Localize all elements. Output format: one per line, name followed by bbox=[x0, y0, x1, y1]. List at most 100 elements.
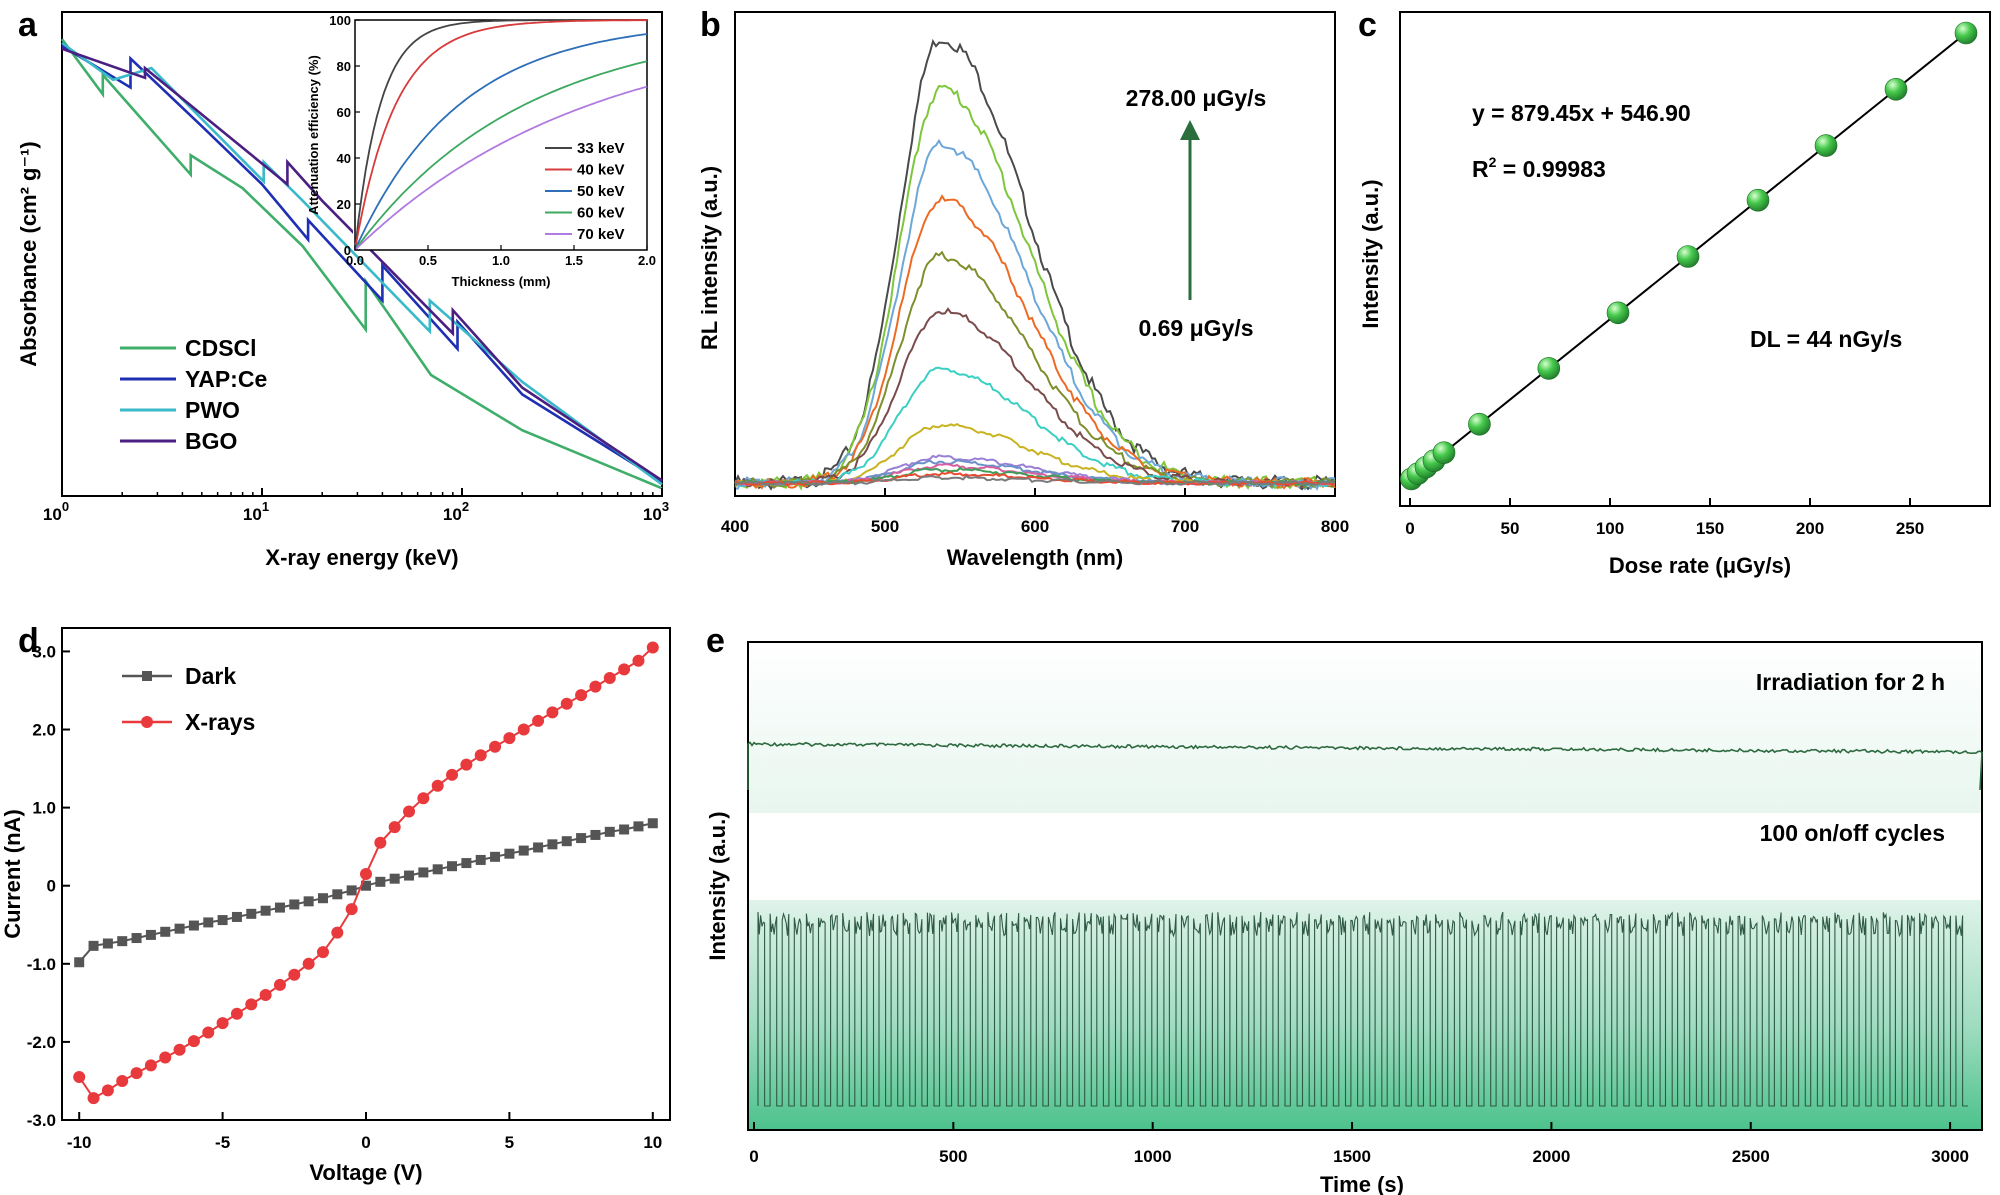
panel-b-series-line-0 bbox=[734, 38, 1336, 491]
panel-a-inset-legend-label-2: 50 keV bbox=[577, 183, 625, 200]
panel-d-xray-point-25 bbox=[431, 779, 444, 792]
panel-e-bottom-band bbox=[748, 900, 1982, 1130]
panel-d-xray-point-32 bbox=[532, 714, 545, 727]
panel-e-top-band bbox=[748, 642, 1982, 813]
panel-d-xray-point-6 bbox=[159, 1051, 172, 1064]
panel-d-xray-point-20 bbox=[360, 868, 372, 880]
panel-a-inset-ytick-label-0: 0 bbox=[344, 243, 351, 258]
panel-a-xtick-base-3: 10 bbox=[643, 505, 662, 524]
panel-a-xtick-base-2: 10 bbox=[443, 505, 462, 524]
panel-d-dark-point-33 bbox=[547, 839, 558, 850]
panel-d-dark-point-1 bbox=[88, 940, 99, 951]
panel-e-ylabel: Intensity (a.u.) bbox=[705, 811, 730, 960]
panel-d-xtick-label-2: 0 bbox=[361, 1133, 370, 1152]
panel-a-inset-legend-label-4: 70 keV bbox=[577, 226, 625, 243]
panel-a-inset-line-3 bbox=[354, 60, 648, 251]
panel-d-xray-point-14 bbox=[273, 978, 286, 991]
panel-d-xray-point-11 bbox=[230, 1007, 243, 1020]
panel-a-series-line-0 bbox=[60, 38, 663, 490]
panel-d-dark-point-6 bbox=[160, 926, 171, 937]
panel-b-xtick-label-4: 800 bbox=[1321, 517, 1349, 536]
panel-c-xlabel: Dose rate (μGy/s) bbox=[1609, 553, 1791, 578]
panel-b-series-line-13 bbox=[734, 474, 1336, 486]
panel-a-inset-line-1 bbox=[354, 19, 647, 251]
panel-d-xray-point-10 bbox=[216, 1017, 229, 1030]
panel-a-xtick-exp-2: 2 bbox=[462, 499, 469, 514]
panel-a-inset-xtick-label-3: 1.5 bbox=[565, 253, 583, 268]
panel-d-xtick-label-4: 10 bbox=[643, 1133, 662, 1152]
panel-d-xray-point-27 bbox=[460, 758, 473, 771]
panel-a-legend-label-3: BGO bbox=[185, 428, 237, 454]
panel-b-xtick-label-3: 700 bbox=[1171, 517, 1199, 536]
panel-a-xtick-exp-1: 1 bbox=[262, 499, 269, 514]
panel-d-xray-point-30 bbox=[503, 732, 516, 745]
panel-b-xlabel: Wavelength (nm) bbox=[947, 545, 1123, 570]
panel-b-xtick-label-2: 600 bbox=[1021, 517, 1049, 536]
panel-b-annotation-top: 278.00 μGy/s bbox=[1126, 85, 1267, 111]
panel-d-dark-point-29 bbox=[490, 851, 501, 862]
panel-c-dl: DL = 44 nGy/s bbox=[1750, 326, 1902, 352]
panel-a-legend-label-0: CDSCl bbox=[185, 335, 257, 361]
panel-a-xtick-exp-3: 3 bbox=[662, 499, 669, 514]
panel-d-legend: Dark X-rays bbox=[122, 663, 255, 735]
panel-d-legend-swatch-marker-0 bbox=[142, 671, 152, 681]
panel-a-inset-legend-label-3: 60 keV bbox=[577, 205, 625, 222]
panel-d-dark-point-9 bbox=[203, 917, 214, 928]
panel-d-dark-point-19 bbox=[346, 885, 357, 896]
panel-e-xtick-label-1: 500 bbox=[939, 1147, 967, 1166]
panel-a-inset-xtick-label-4: 2.0 bbox=[638, 253, 656, 268]
panel-d-legend-label-0: Dark bbox=[185, 663, 236, 689]
panel-a-inset-ytick-label-3: 60 bbox=[337, 105, 351, 120]
panel-a-inset-ytick-label-4: 80 bbox=[337, 59, 351, 74]
panel-b-series-line-1 bbox=[734, 84, 1336, 491]
panel-d-ytick-label-5: 2.0 bbox=[32, 721, 56, 740]
panel-d-xray-point-39 bbox=[632, 654, 645, 667]
panel-d-dark-point-31 bbox=[518, 845, 529, 856]
panel-a-inset-legend-label-1: 40 keV bbox=[577, 162, 625, 179]
panel-d-xray-point-0 bbox=[73, 1071, 86, 1084]
panel-b-ylabel: RL intensity (a.u.) bbox=[697, 166, 722, 350]
panel-d-dark-point-20 bbox=[361, 880, 371, 891]
panel-d-dark-point-35 bbox=[576, 833, 587, 844]
panel-e-letter: e bbox=[706, 622, 725, 660]
panel-b-xtick-label-0: 400 bbox=[721, 517, 749, 536]
panel-a-xtick-label-0: 100 bbox=[43, 499, 69, 524]
panel-e-label-bottom: 100 on/off cycles bbox=[1760, 820, 1945, 846]
panel-c-r2-value: = 0.99983 bbox=[1496, 156, 1605, 182]
panel-c-xtick-label-0: 0 bbox=[1405, 519, 1414, 538]
panel-d-dark-point-10 bbox=[217, 915, 228, 926]
panel-c-chart: 0 50 100 150 200 250 Dose rate (μGy/s) Intens… bbox=[1358, 11, 1991, 578]
panel-a-inset: 0.0 0.5 1.0 1.5 2.0 0 20 40 60 80 100 Thickness (m… bbox=[306, 13, 656, 289]
panel-d-dark-point-15 bbox=[289, 899, 300, 910]
panel-d-xtick-label-1: -5 bbox=[215, 1133, 230, 1152]
panel-d-dark-point-0 bbox=[74, 957, 85, 968]
panel-d-xray-point-16 bbox=[302, 957, 315, 970]
panel-d-legend-label-1: X-rays bbox=[185, 709, 255, 735]
panel-d-xray-point-8 bbox=[187, 1035, 200, 1048]
panel-a-inset-xtick-label-0: 0.0 bbox=[346, 253, 364, 268]
panel-a-xtick-label-1: 101 bbox=[243, 499, 269, 524]
panel-d-xray-point-19 bbox=[345, 903, 358, 916]
panel-c-xtick-label-1: 50 bbox=[1501, 519, 1520, 538]
panel-d-xray-point-31 bbox=[517, 723, 530, 736]
panel-c-plot-frame bbox=[1399, 11, 1991, 507]
panel-d-xray-point-9 bbox=[202, 1026, 215, 1039]
panel-d-dark-point-8 bbox=[188, 920, 199, 931]
panel-d-dark-point-13 bbox=[260, 905, 271, 916]
panel-b-chart: 400 500 600 700 800 Wavelength (nm) RL inten… bbox=[697, 11, 1349, 570]
panel-c-point-8 bbox=[1676, 245, 1700, 268]
panel-a-inset-line-2 bbox=[354, 33, 648, 251]
panel-d-dark-point-37 bbox=[604, 826, 615, 837]
panel-d-ticks: -10 -5 0 5 10 -3.0 -2.0 -1.0 0 1.0 2.0 3.0 bbox=[27, 642, 663, 1152]
panel-c-xtick-label-2: 100 bbox=[1596, 519, 1624, 538]
panel-a-inset-xtick-label-1: 0.5 bbox=[419, 253, 437, 268]
panel-d-dark-point-30 bbox=[504, 848, 515, 859]
panel-d-letter: d bbox=[18, 622, 39, 660]
panel-a-series-line-1 bbox=[61, 44, 663, 483]
panel-a-xtick-base-1: 10 bbox=[243, 505, 262, 524]
panel-d-dark-point-39 bbox=[633, 821, 644, 832]
panel-c-xtick-label-4: 200 bbox=[1796, 519, 1824, 538]
panel-b-series-line-2 bbox=[734, 138, 1336, 491]
panel-b-series-group bbox=[734, 38, 1336, 491]
